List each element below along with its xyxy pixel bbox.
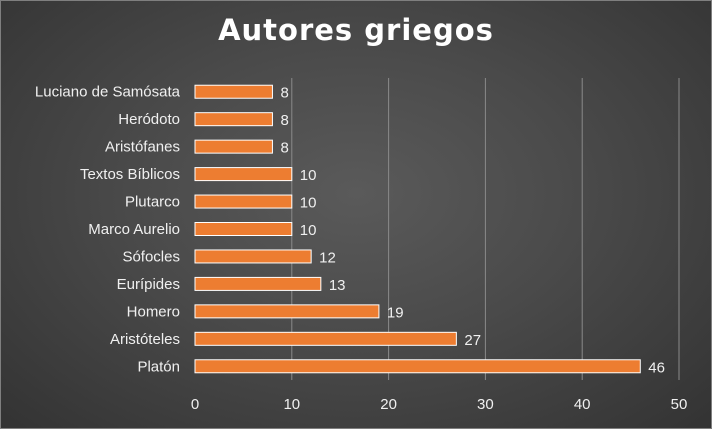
x-tick-label-0: 0 (191, 396, 199, 413)
x-tick-label-2: 20 (380, 396, 397, 413)
x-tick-label-1: 10 (283, 396, 300, 413)
bar-1 (194, 331, 457, 346)
data-label-2: 19 (387, 304, 404, 321)
data-label-4: 12 (319, 249, 336, 266)
category-label-7: Textos Bíblicos (80, 166, 180, 183)
data-label-0: 46 (648, 359, 665, 376)
bar-6 (194, 194, 293, 209)
x-tick-label-3: 30 (477, 396, 494, 413)
category-label-5: Marco Aurelio (88, 221, 180, 238)
chart-title: Autores griegos (218, 13, 494, 47)
data-label-9: 8 (280, 112, 288, 129)
data-label-1: 27 (464, 332, 481, 349)
category-label-3: Eurípides (117, 276, 180, 293)
category-label-0: Platón (137, 358, 180, 375)
bar-9 (194, 112, 273, 127)
bar-3 (194, 276, 322, 291)
bar-5 (194, 222, 293, 236)
category-label-1: Aristóteles (110, 331, 180, 348)
category-label-4: Sófocles (122, 248, 180, 265)
bar-8 (194, 139, 273, 154)
category-label-8: Aristófanes (105, 139, 180, 156)
bar-10 (194, 84, 273, 99)
bar-0 (194, 359, 641, 374)
x-tick-label-5: 50 (671, 396, 688, 413)
x-tick-label-4: 40 (574, 396, 591, 413)
bar-7 (194, 167, 293, 182)
data-label-5: 10 (300, 222, 317, 239)
category-label-6: Plutarco (125, 194, 180, 211)
data-label-7: 10 (300, 167, 317, 184)
data-label-3: 13 (329, 277, 346, 294)
category-label-2: Homero (127, 303, 180, 320)
data-label-6: 10 (300, 195, 317, 212)
data-label-8: 8 (280, 140, 288, 157)
category-label-10: Luciano de Samósata (35, 84, 181, 101)
bar-2 (194, 304, 380, 319)
data-label-10: 8 (280, 85, 288, 102)
bar-4 (194, 249, 312, 264)
category-label-9: Heródoto (118, 111, 180, 128)
